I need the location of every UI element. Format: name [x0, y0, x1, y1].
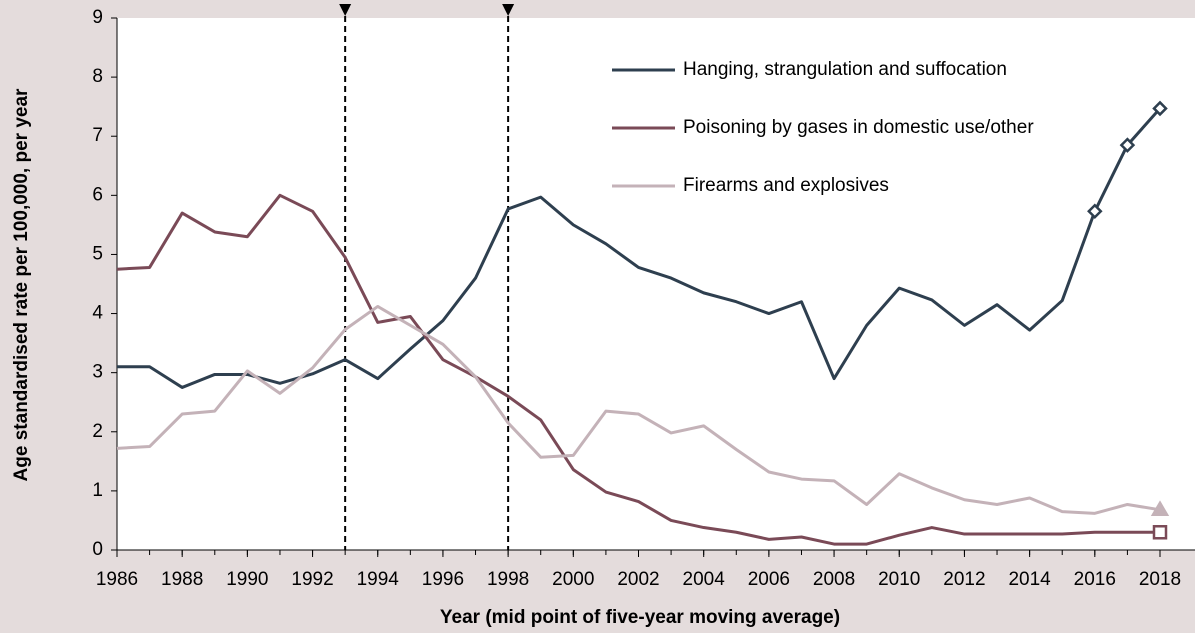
x-tick-label: 2000: [552, 569, 594, 590]
marker: [1119, 137, 1136, 153]
legend-label: Firearms and explosives: [683, 175, 889, 196]
x-tick-label: 2002: [617, 569, 659, 590]
y-tick-label: 7: [92, 125, 103, 146]
reference-arrow: [339, 4, 352, 16]
marker: [1152, 525, 1168, 540]
marker: [1152, 100, 1168, 117]
x-tick-label: 1990: [226, 569, 268, 590]
y-tick-label: 0: [92, 539, 103, 560]
y-axis-title: Age standardised rate per 100,000, per y…: [11, 88, 32, 481]
x-tick-label: 2018: [1139, 569, 1181, 590]
x-tick-label: 1988: [161, 569, 203, 590]
legend-label: Hanging, strangulation and suffocation: [683, 59, 1007, 80]
plot-area: [117, 18, 1195, 550]
x-tick-label: 2006: [748, 569, 790, 590]
x-tick-label: 2012: [943, 569, 985, 590]
series-line: [116, 193, 1160, 546]
legend-label: Poisoning by gases in domestic use/other: [683, 117, 1034, 138]
x-tick-label: 1996: [422, 569, 464, 590]
y-tick-label: 9: [92, 7, 103, 28]
x-tick-label: 1998: [487, 569, 529, 590]
y-tick-label: 3: [92, 362, 103, 383]
x-tick-label: 1992: [291, 569, 333, 590]
series-line: [117, 107, 1162, 389]
x-tick-label: 2016: [1074, 569, 1116, 590]
y-tick-label: 8: [92, 66, 103, 87]
y-tick-label: 4: [92, 303, 103, 324]
x-tick-label: 1986: [96, 569, 138, 590]
y-tick-label: 6: [92, 184, 103, 205]
x-tick-label: 2014: [1008, 569, 1051, 590]
x-axis-title: Year (mid point of five-year moving aver…: [440, 607, 840, 628]
y-tick-label: 5: [92, 243, 103, 264]
y-tick-label: 1: [92, 480, 103, 501]
x-tick-label: 1994: [357, 569, 400, 590]
reference-arrow: [502, 4, 515, 16]
x-tick-label: 2008: [813, 569, 855, 590]
x-tick-label: 2010: [878, 569, 920, 590]
marker: [1150, 500, 1170, 517]
series-line: [116, 304, 1161, 515]
y-tick-label: 2: [92, 421, 103, 442]
marker: [1087, 203, 1103, 220]
x-tick-label: 2004: [683, 569, 726, 590]
